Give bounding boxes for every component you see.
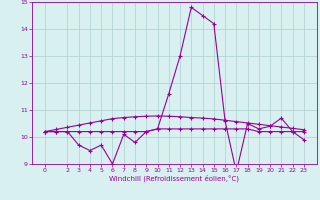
X-axis label: Windchill (Refroidissement éolien,°C): Windchill (Refroidissement éolien,°C) <box>109 175 239 182</box>
